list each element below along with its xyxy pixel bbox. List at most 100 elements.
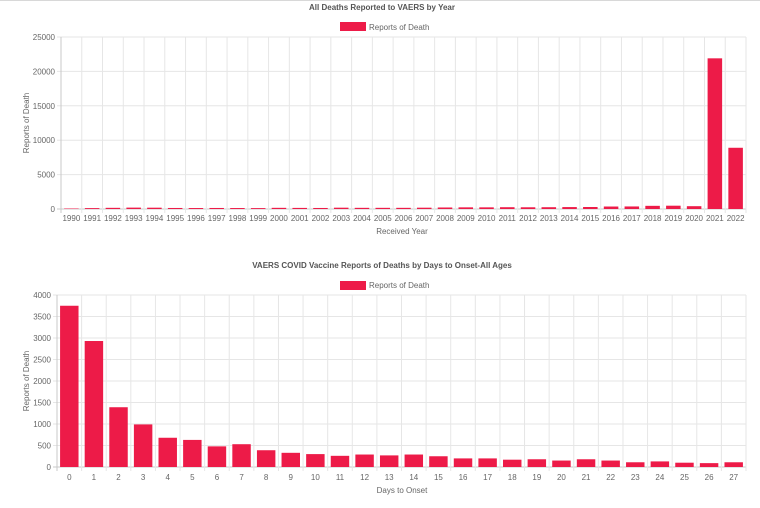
- y-tick-label: 3000: [33, 334, 51, 343]
- bar-1: [84, 341, 104, 467]
- x-tick-label: 2020: [685, 214, 703, 223]
- bar-19: [527, 459, 547, 467]
- x-tick-label: 2008: [436, 214, 454, 223]
- bar-9: [281, 452, 300, 467]
- bar-1999: [250, 208, 266, 209]
- bar-15: [429, 456, 448, 467]
- x-tick-label: 17: [483, 473, 492, 482]
- chart-title: VAERS COVID Vaccine Reports of Deaths by…: [252, 261, 512, 270]
- y-tick-label: 5000: [37, 171, 55, 180]
- bars: [60, 305, 743, 467]
- bar-26: [699, 463, 719, 467]
- y-tick-label: 2500: [33, 356, 51, 365]
- x-tick-label: 1991: [83, 214, 101, 223]
- bar-7: [232, 444, 251, 467]
- bar-14: [404, 454, 424, 467]
- x-tick-label: 2011: [499, 214, 517, 223]
- bar-2002: [313, 207, 328, 209]
- x-tick-label: 1990: [62, 214, 80, 223]
- x-tick-label: 2003: [332, 214, 350, 223]
- bar-8: [256, 450, 276, 467]
- bar-2: [109, 407, 128, 467]
- x-tick-label: 2014: [561, 214, 579, 223]
- x-tick-label: 1996: [187, 214, 205, 223]
- legend-label: Reports of Death: [369, 281, 429, 290]
- legend-swatch: [340, 281, 366, 290]
- bar-2019: [666, 205, 681, 209]
- bar-2003: [333, 207, 349, 209]
- x-tick-label: 2007: [415, 214, 433, 223]
- y-tick-label: 10000: [33, 136, 56, 145]
- x-tick-label: 8: [264, 473, 269, 482]
- x-axis-label: Received Year: [376, 227, 428, 236]
- x-tick-label: 3: [141, 473, 146, 482]
- bar-1996: [188, 208, 204, 209]
- x-tick-label: 10: [311, 473, 320, 482]
- bar-2000: [271, 207, 287, 209]
- y-tick-label: 0: [51, 205, 56, 214]
- y-axis-label: Reports of Death: [22, 93, 31, 153]
- page-top-divider: [0, 0, 760, 1]
- x-tick-label: 2022: [727, 214, 745, 223]
- x-tick-label: 1998: [229, 214, 247, 223]
- y-tick-label: 1000: [33, 420, 51, 429]
- bar-2006: [396, 207, 411, 209]
- bar-2014: [562, 207, 577, 209]
- x-tick-labels: 0 1 2 3 4 5 6 7 8 9 10 11 12 13 14 15 16 17 18 19 20 21 22 23 24…: [67, 473, 739, 482]
- bar-2012: [520, 207, 536, 209]
- bar-2011: [500, 207, 515, 209]
- x-tick-label: 2019: [664, 214, 682, 223]
- bar-0: [60, 305, 79, 467]
- x-tick-label: 1993: [125, 214, 143, 223]
- y-tick-label: 500: [38, 442, 52, 451]
- x-tick-label: 22: [606, 473, 615, 482]
- bar-6: [207, 446, 227, 467]
- x-tick-label: 0: [67, 473, 72, 482]
- bar-1997: [209, 207, 224, 209]
- x-tick-label: 1994: [146, 214, 164, 223]
- bar-1995: [167, 207, 183, 209]
- bar-24: [650, 461, 670, 467]
- y-tick-label: 0: [47, 463, 52, 472]
- x-tick-label: 2000: [270, 214, 288, 223]
- y-tick-label: 25000: [33, 33, 56, 42]
- bar-2016: [603, 206, 619, 209]
- bar-2020: [686, 206, 702, 209]
- bar-3: [133, 424, 153, 467]
- x-tick-label: 21: [582, 473, 591, 482]
- bar-1993: [126, 207, 141, 209]
- y-tick-labels: 0 500 1000 1500 2000 2500 3000 3500 4000: [33, 291, 51, 472]
- chart-title: All Deaths Reported to VAERS by Year: [309, 3, 455, 12]
- x-tick-label: 2018: [644, 214, 662, 223]
- x-tick-label: 16: [459, 473, 468, 482]
- bar-2015: [583, 207, 598, 209]
- bar-5: [183, 439, 202, 467]
- x-tick-label: 1: [92, 473, 97, 482]
- grid-lines: [57, 36, 747, 213]
- x-tick-label: 2013: [540, 214, 558, 223]
- x-tick-label: 12: [360, 473, 369, 482]
- bar-21: [576, 459, 596, 467]
- x-tick-label: 6: [215, 473, 220, 482]
- chart-deaths-by-year: All Deaths Reported to VAERS by Year Rep…: [22, 3, 747, 236]
- x-tick-label: 2021: [706, 214, 724, 223]
- x-tick-label: 5: [190, 473, 195, 482]
- bar-2021: [707, 58, 723, 209]
- y-tick-labels: 0 5000 10000 15000 20000 25000: [33, 33, 56, 214]
- bar-25: [675, 462, 694, 467]
- x-axis-label: Days to Onset: [377, 486, 428, 495]
- x-tick-label: 2: [116, 473, 121, 482]
- bar-2001: [292, 207, 307, 209]
- x-tick-label: 1995: [166, 214, 184, 223]
- x-tick-label: 23: [631, 473, 640, 482]
- y-tick-label: 2000: [33, 377, 51, 386]
- x-tick-label: 2006: [395, 214, 413, 223]
- x-tick-label: 2005: [374, 214, 392, 223]
- x-tick-labels: 1990 1991 1992 1993 1994 1995 1996 1997 1998 1999…: [62, 214, 745, 223]
- x-tick-label: 2004: [353, 214, 371, 223]
- x-tick-label: 11: [336, 473, 345, 482]
- bar-12: [355, 454, 374, 467]
- bar-2007: [416, 207, 432, 209]
- x-tick-label: 2002: [312, 214, 330, 223]
- x-tick-label: 1997: [208, 214, 226, 223]
